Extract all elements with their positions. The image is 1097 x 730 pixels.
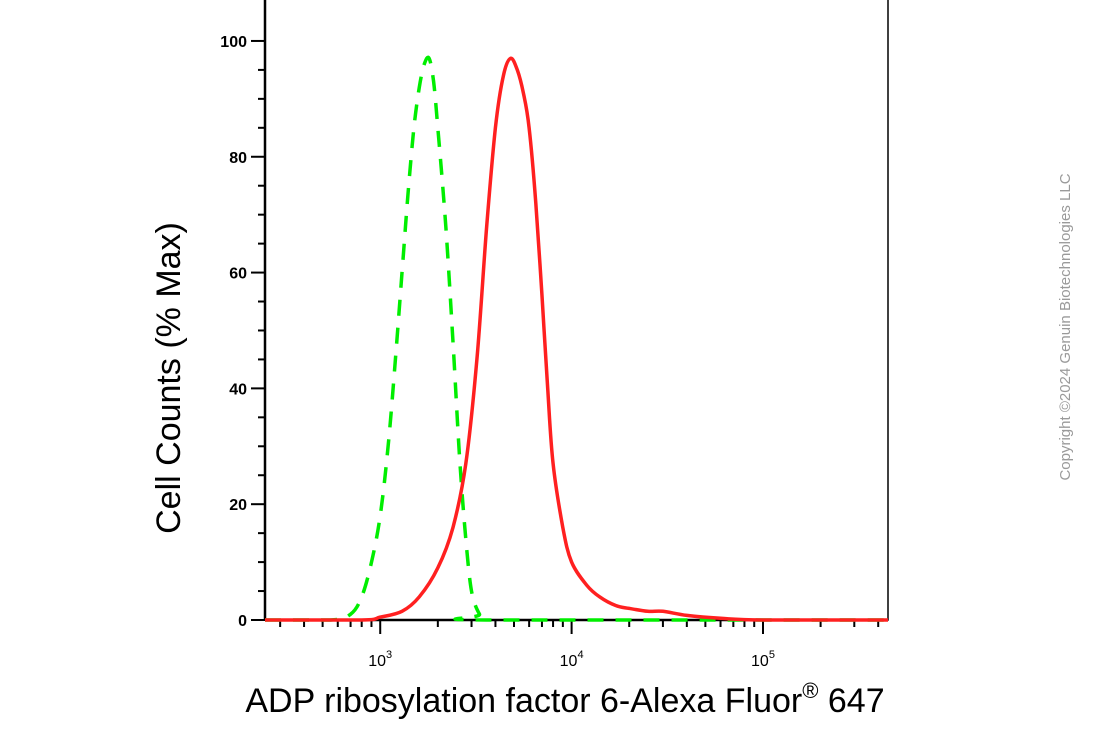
y-tick-label: 40: [229, 381, 247, 398]
x-axis-title-main: ADP ribosylation factor 6-Alexa Fluor: [245, 682, 802, 720]
plot-frame: [263, 0, 889, 622]
x-tick-label: 104: [560, 649, 584, 670]
x-axis-ticks: 103 104 105: [279, 620, 880, 670]
control-histogram-line: [265, 55, 888, 622]
x-axis-title-suffix: 647: [818, 682, 884, 720]
x-tick-label: 105: [751, 649, 775, 670]
sample-histogram-line: [265, 56, 888, 622]
y-tick-label: 20: [229, 497, 247, 514]
y-axis-title: Cell Counts (% Max): [150, 222, 188, 534]
x-axis-title-superscript: ®: [802, 678, 818, 703]
y-tick-label: 100: [220, 34, 247, 51]
y-tick-label: 60: [229, 266, 247, 283]
y-tick-label: 0: [238, 613, 247, 630]
x-tick-label: 103: [368, 649, 392, 670]
y-axis-ticks: 0 20 40 60 80 100: [220, 34, 265, 630]
series-layer: [265, 55, 888, 622]
plot-border: [264, 0, 889, 621]
copyright-text: Copyright ©2024 Genuin Biotechnologies L…: [1057, 173, 1074, 480]
y-tick-label: 80: [229, 150, 247, 167]
x-axis-title: ADP ribosylation factor 6-Alexa Fluor® 6…: [245, 678, 884, 720]
